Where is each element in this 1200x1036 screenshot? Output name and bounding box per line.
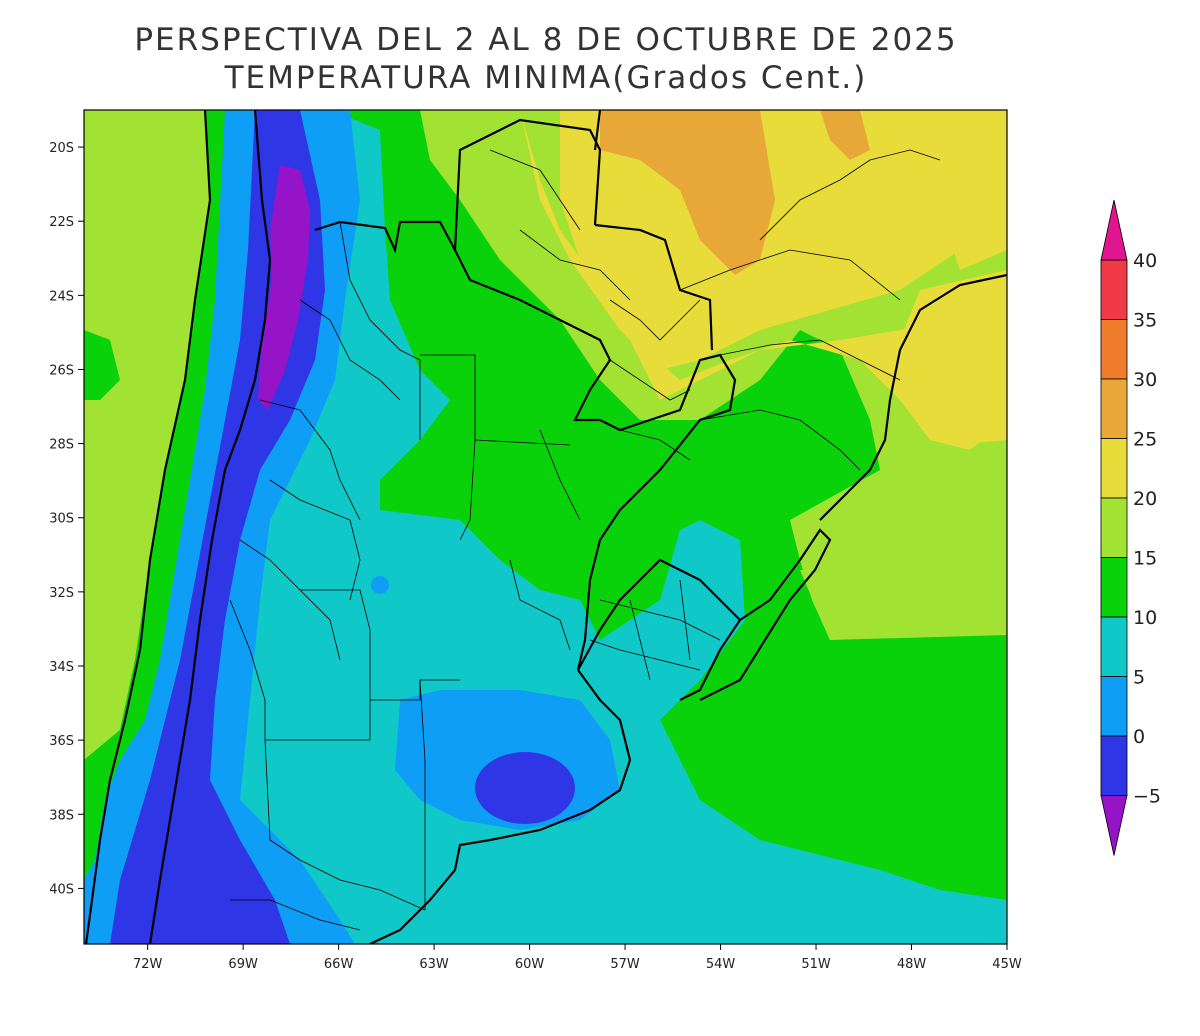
lon-tick-label: 54W [706,957,736,972]
colorbar-band [1100,676,1128,737]
colorbar-label: 10 [1133,607,1157,629]
lat-tick-label: 20S [49,141,74,156]
axis-ticks: 72W 69W 66W 63W 60W 57W 54W 51W 48W 45W 20S 22S 24S 2… [49,141,1022,972]
colorbar-band [1100,557,1128,618]
map-subtitle: TEMPERATURA MINIMA(Grados Cent.) [224,60,868,96]
lat-tick-label: 38S [49,808,74,823]
colorbar-band [1100,735,1128,796]
colorbar-label: 15 [1133,548,1157,570]
temperature-field [84,110,1007,944]
colorbar-band [1100,378,1128,439]
lon-tick-label: 72W [133,957,163,972]
colorbar-label: −5 [1133,786,1161,808]
lat-tick-label: 32S [49,586,74,601]
colorbar-label: 20 [1133,488,1157,510]
lat-tick-label: 26S [49,363,74,378]
colorbar-label: 30 [1133,369,1157,391]
lon-tick-label: 51W [801,957,831,972]
colorbar-band [1100,616,1128,677]
colorbar-legend: 40 35 30 25 20 15 10 5 0 −5 [1100,199,1161,856]
lon-tick-label: 45W [992,957,1022,972]
colorbar-band [1100,259,1128,320]
lon-tick-label: 69W [228,957,258,972]
colorbar-band [1100,319,1128,380]
lon-tick-label: 66W [324,957,354,972]
colorbar-top-arrow [1100,199,1128,261]
lon-tick-label: 63W [419,957,449,972]
lat-tick-label: 22S [49,215,74,230]
lat-tick-label: 34S [49,660,74,675]
colorbar-label: 5 [1133,667,1145,689]
province-borders [229,149,941,931]
colorbar-bottom-arrow [1100,795,1128,856]
country-borders [84,110,1007,944]
lat-tick-label: 40S [49,882,74,897]
lon-tick-label: 60W [515,957,545,972]
lon-tick-label: 48W [897,957,927,972]
lat-tick-label: 28S [49,438,74,453]
lon-tick-label: 57W [610,957,640,972]
lat-tick-label: 36S [49,734,74,749]
colorbar-band [1100,497,1128,558]
colorbar-band [1100,438,1128,499]
colorbar-label: 35 [1133,310,1157,332]
map-frame [83,109,1008,945]
colorbar-label: 25 [1133,429,1157,451]
lat-tick-label: 24S [49,289,74,304]
lat-tick-label: 30S [49,512,74,527]
map-title: PERSPECTIVA DEL 2 AL 8 DE OCTUBRE DE 202… [134,22,958,58]
colorbar-label: 40 [1133,250,1157,272]
colorbar-label: 0 [1133,726,1145,748]
